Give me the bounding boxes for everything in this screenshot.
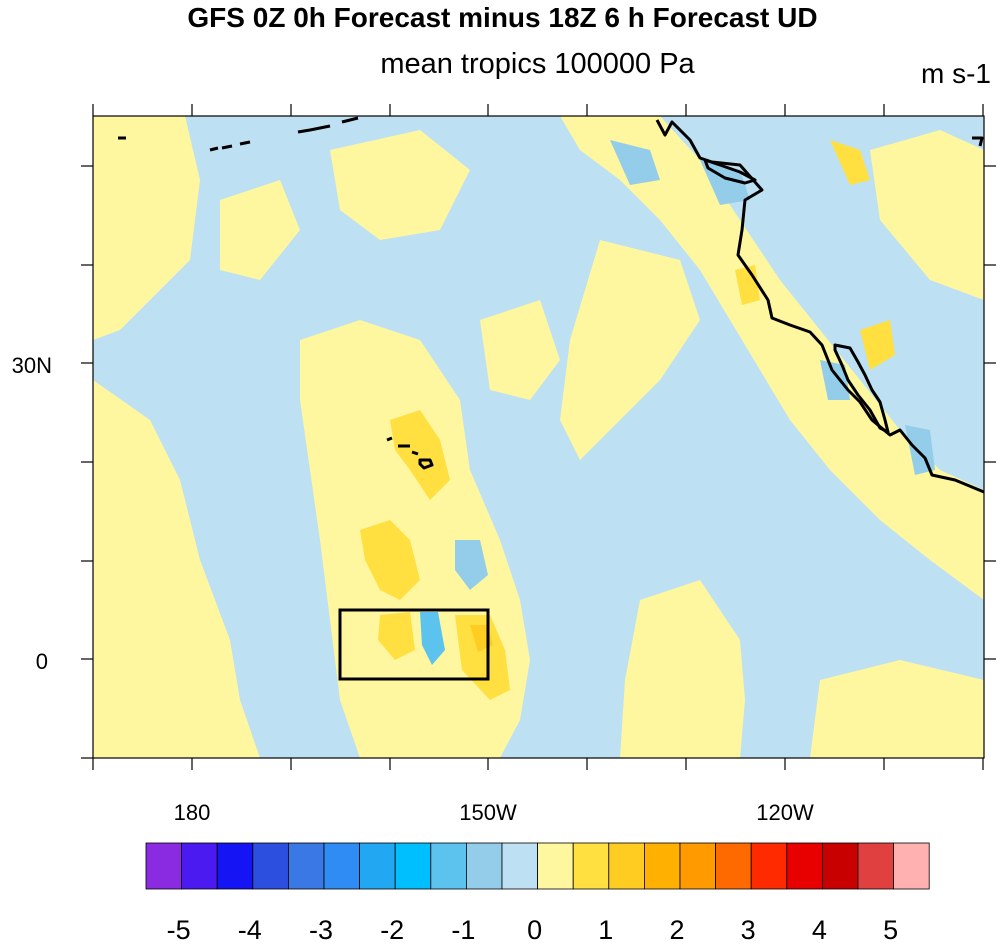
positive-region (560, 116, 984, 600)
colorbar-swatch (572, 842, 610, 890)
positive-region (330, 130, 470, 240)
colorbar-swatch (679, 842, 716, 890)
map-title: GFS 0Z 0h Forecast minus 18Z 6 h Forecas… (187, 2, 818, 33)
positive-region (810, 660, 984, 758)
lat-label-0: 0 (36, 649, 48, 674)
positive-region (100, 520, 170, 620)
colorbar-label: 3 (741, 915, 756, 944)
positive-region (560, 240, 700, 460)
colorbar-swatch (857, 842, 894, 890)
colorbar-labels: -5 -4 -3 -2 -1 0 1 2 3 4 5 (167, 915, 899, 944)
colorbar-label: -3 (309, 915, 333, 944)
colorbar-swatch (501, 842, 538, 890)
positive-core (360, 520, 420, 600)
colorbar-swatch (430, 842, 467, 890)
positive-region (220, 180, 300, 280)
colorbar-label: 0 (527, 915, 542, 944)
plot-frame (92, 115, 985, 759)
positive-region (870, 130, 984, 300)
colorbar-swatch (359, 842, 396, 890)
highlight-box (338, 608, 490, 681)
positive-core (830, 140, 870, 185)
colorbar (145, 842, 930, 890)
colorbar-label: 5 (883, 915, 898, 944)
negative-core (455, 540, 488, 590)
positive-core (390, 410, 450, 500)
positive-core (860, 320, 895, 370)
units-label: m s-1 (921, 58, 991, 89)
colorbar-swatch (465, 842, 503, 890)
positive-core (378, 612, 415, 660)
positive-core (455, 615, 510, 700)
colorbar-swatch (252, 842, 289, 890)
positive-region (620, 580, 745, 758)
lat-label-30n: 30N (12, 353, 52, 378)
colorbar-swatch (822, 842, 859, 890)
baja-california-coastline (833, 343, 890, 434)
colorbar-swatch (715, 842, 752, 890)
colorbar-label: -1 (451, 915, 475, 944)
hawaii-islands (386, 436, 434, 470)
colorbar-swatch (537, 842, 574, 890)
axis-ticks (81, 104, 996, 770)
positive-region (480, 300, 560, 400)
colorbar-label: -4 (238, 915, 262, 944)
canada-coast-fragment (972, 136, 984, 147)
aleutian-islands (118, 116, 359, 152)
map-subtitle: mean tropics 100000 Pa (380, 48, 695, 80)
negative-core (610, 140, 660, 185)
lon-label-180: 180 (174, 800, 211, 825)
colorbar-swatch (394, 842, 432, 890)
coastlines (118, 116, 985, 494)
lon-label-150w: 150W (459, 800, 517, 825)
colorbar-swatch (145, 842, 182, 890)
colorbar-label: 1 (598, 915, 613, 944)
colorbar-swatch (750, 842, 788, 890)
colorbar-label: -5 (167, 915, 191, 944)
colorbar-label: -2 (380, 915, 404, 944)
colorbar-label: 4 (812, 915, 827, 944)
colorbar-swatch (216, 842, 254, 890)
colorbar-swatch (608, 842, 645, 890)
lon-label-120w: 120W (756, 800, 814, 825)
positive-region (93, 380, 260, 758)
field-contours (93, 116, 984, 758)
colorbar-swatch (786, 842, 823, 890)
positive-region (93, 116, 200, 340)
colorbar-swatch (323, 842, 360, 890)
negative-core (420, 612, 445, 665)
colorbar-label: 2 (669, 915, 684, 944)
colorbar-swatch (181, 842, 218, 890)
colorbar-swatch (287, 842, 325, 890)
colorbar-swatch (644, 842, 681, 890)
vancouver-island-coastline (703, 158, 757, 185)
colorbar-swatch (893, 842, 930, 890)
